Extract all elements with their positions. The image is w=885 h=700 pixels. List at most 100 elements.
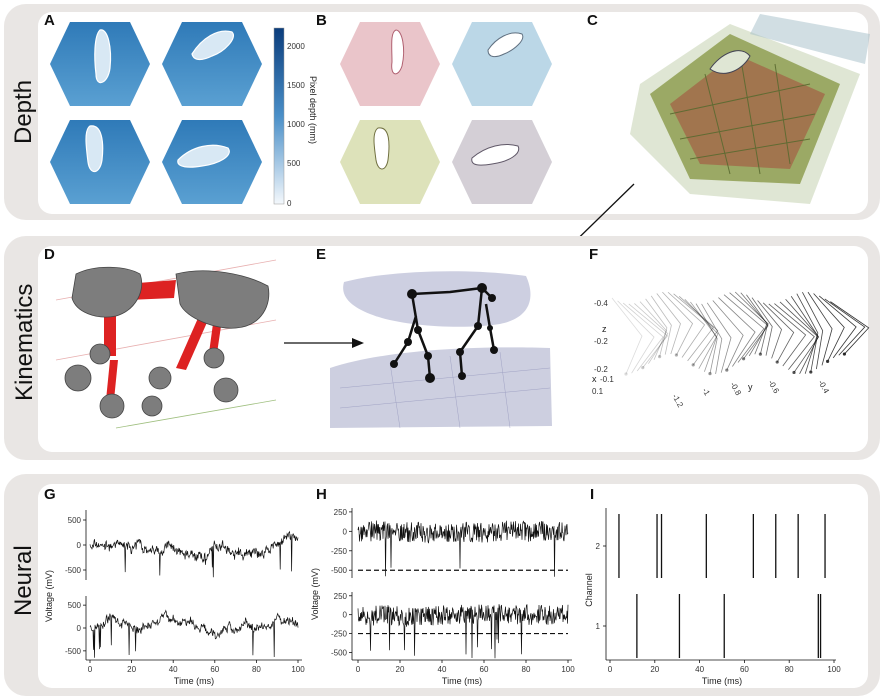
i-xtick-label-5: 100 (827, 665, 841, 674)
i-xtick-label-2: 40 (695, 665, 704, 674)
depth-image-1 (50, 22, 150, 106)
trajectory-joint-18 (725, 368, 729, 372)
x-axis-label: x (592, 374, 597, 384)
trajectory-lines (611, 291, 870, 376)
trajectory-line-29 (774, 303, 815, 370)
chart-h: 0 20 40 60 80 100 250 0 -250 -500 250 0 -250 -500 Vol… (310, 508, 575, 686)
g-s1-ytick-label-2: -500 (65, 647, 82, 656)
colorbar-tick-500: 500 (287, 159, 301, 168)
trajectory-line-34 (802, 292, 824, 370)
trajectory-line-1 (617, 300, 655, 374)
i-xtick-label-3: 60 (740, 665, 749, 674)
y-axis-label: y (748, 382, 753, 392)
trajectory-line-17 (706, 302, 732, 373)
depth-image-3 (50, 120, 150, 204)
depth-image-2 (162, 22, 262, 106)
trajectory-line-26 (757, 300, 783, 359)
panel-letter-g: G (44, 486, 56, 503)
row-label-kinematics: Kinematics (11, 283, 38, 401)
trajectory-joint-21 (742, 357, 746, 361)
trajectory-joint-12 (691, 363, 695, 367)
h-xtick-label-5: 100 (561, 665, 575, 674)
skeleton-pointcloud-e (330, 271, 552, 429)
trajectory-line-28 (768, 303, 807, 367)
h-s0-ytick-label-0: 250 (334, 508, 348, 517)
trace-h-bottom (357, 604, 569, 659)
g-xtick-label-0: 0 (88, 665, 93, 674)
trace-g-top (89, 530, 299, 578)
h-ylabel: Voltage (mV) (310, 568, 320, 620)
depth-image-4 (162, 120, 262, 204)
trajectory-line-12 (678, 296, 719, 366)
colorbar-tick-0: 0 (287, 199, 292, 208)
panel-letter-b: B (316, 12, 327, 29)
h-xtick-label-4: 80 (522, 665, 531, 674)
neural-section (4, 474, 880, 696)
trajectory-joint-0 (624, 372, 628, 376)
panel-letter-h: H (316, 486, 327, 503)
trajectory-line-16 (701, 303, 723, 375)
chart-g: 0 20 40 60 80 100 500 0 -500 500 0 -500 Voltage (mV… (44, 510, 305, 686)
colorbar-tick-1500: 1500 (287, 81, 305, 90)
h-s0-ytick-label-1: 0 (343, 527, 348, 536)
trajectory-line-18 (712, 300, 744, 371)
arrow-d-to-e (284, 338, 364, 348)
h-s1-ytick-label-0: 250 (334, 592, 348, 601)
panel-letter-d: D (44, 246, 55, 263)
z-axis-label: z (602, 324, 607, 334)
trajectory-line-15 (695, 303, 718, 374)
trajectory-plot-f: -0.4 z -0.2 -0.2 x -0.1 0.1 y -1.2 -1 -0… (592, 291, 870, 410)
point-image-green (340, 120, 440, 204)
trajectory-joint-39 (842, 352, 846, 356)
trajectory-line-20 (723, 294, 765, 363)
depth-colorbar: 2000 1500 1000 500 0 Pixel depth (mm) (273, 27, 318, 208)
trajectory-joint-15 (708, 372, 712, 376)
colorbar-tick-2000: 2000 (287, 42, 305, 51)
trajectory-line-31 (785, 298, 819, 375)
h-s1-ytick-label-1: 0 (343, 611, 348, 620)
h-xtick-label-2: 40 (438, 665, 447, 674)
x-tick-2: 0.1 (592, 387, 604, 396)
panel-letter-c: C (587, 12, 598, 29)
point-image-blue (452, 22, 552, 106)
trajectory-line-7 (650, 295, 672, 355)
y-tick-1: -1.2 (670, 393, 685, 410)
trajectory-line-24 (746, 294, 768, 355)
trajectory-joint-24 (758, 352, 762, 356)
i-ytick-label-1: 1 (596, 622, 601, 631)
trajectory-joint-3 (641, 366, 645, 370)
trace-g-bottom (89, 609, 299, 658)
trajectory-line-4 (634, 303, 669, 364)
h-xtick-label-3: 60 (480, 665, 489, 674)
h-xtick-label-1: 20 (396, 665, 405, 674)
y-tick-3: -0.8 (728, 381, 743, 398)
trajectory-line-2 (622, 302, 664, 372)
z-tick-3: -0.2 (594, 365, 608, 374)
panel-letter-f: F (589, 246, 599, 263)
y-tick-4: -0.6 (766, 379, 781, 396)
trajectory-line-19 (718, 297, 756, 367)
i-xtick-label-1: 20 (650, 665, 659, 674)
h-xlabel: Time (ms) (442, 676, 482, 686)
g-s0-ytick-label-0: 500 (68, 516, 82, 525)
row-label-depth: Depth (10, 79, 37, 144)
g-s0-ytick-label-1: 0 (77, 541, 82, 550)
panel-letter-a: A (44, 12, 55, 29)
colorbar-tick-1000: 1000 (287, 120, 305, 129)
trajectory-line-21 (729, 292, 769, 360)
trajectory-line-3 (628, 303, 668, 368)
trajectory-line-36 (813, 293, 845, 362)
h-s0-ytick-label-2: -250 (331, 547, 348, 556)
i-xtick-label-4: 80 (785, 665, 794, 674)
trajectory-line-22 (734, 291, 769, 357)
g-s0-ytick-label-2: -500 (65, 566, 82, 575)
y-tick-2: -1 (700, 387, 712, 398)
trajectory-line-14 (690, 301, 718, 372)
i-ytick-label-0: 2 (596, 542, 601, 551)
x-tick-1: -0.1 (600, 375, 614, 384)
trajectory-joint-6 (658, 355, 662, 359)
trajectory-joint-36 (826, 359, 830, 364)
y-tick-5: -0.4 (816, 379, 831, 396)
g-xtick-label-5: 100 (291, 665, 305, 674)
g-s1-ytick-label-1: 0 (77, 624, 82, 633)
